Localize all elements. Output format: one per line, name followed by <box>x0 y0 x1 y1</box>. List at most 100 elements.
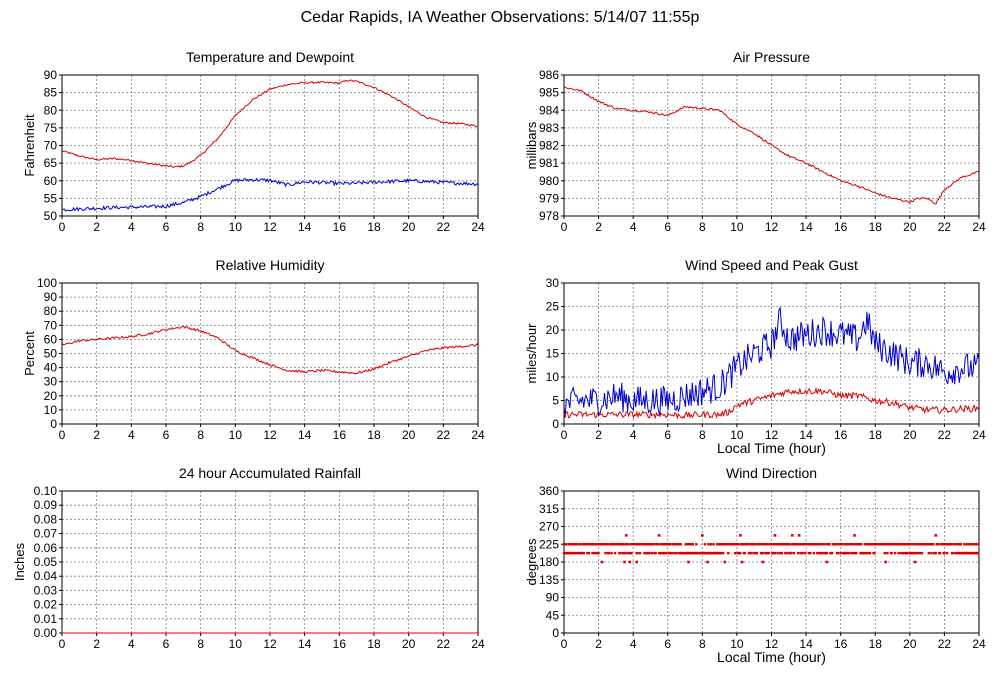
wind-xtick-label: 10 <box>730 428 744 442</box>
pressure-ytick-label: 982 <box>539 139 559 153</box>
direction-point <box>867 551 870 555</box>
direction-point <box>970 543 973 546</box>
direction-point <box>709 543 713 546</box>
direction-point <box>773 551 777 555</box>
direction-point <box>658 551 662 555</box>
pressure-ytick-label: 978 <box>539 209 559 223</box>
rain-xtick-label: 8 <box>197 637 204 651</box>
direction-point <box>638 551 642 555</box>
temp-xtick-label: 12 <box>263 220 277 234</box>
direction-point <box>862 551 866 555</box>
direction-point <box>901 551 905 555</box>
direction-point <box>973 543 976 546</box>
temp-xtick-label: 20 <box>402 220 416 234</box>
direction-ytick-label: 90 <box>546 591 560 605</box>
humidity-xtick-label: 16 <box>333 428 347 442</box>
rain-ytick-label: 0.10 <box>34 484 58 498</box>
rain-title: 24 hour Accumulated Rainfall <box>179 465 361 481</box>
direction-xtick-label: 16 <box>834 637 848 651</box>
direction-point <box>650 551 654 555</box>
direction-point <box>853 534 856 537</box>
direction-point <box>643 551 646 555</box>
temp-xtick-label: 16 <box>333 220 347 234</box>
direction-point <box>748 551 752 555</box>
direction-point <box>796 543 799 546</box>
rain-ytick-label: 0.01 <box>34 612 58 626</box>
direction-point <box>664 551 668 555</box>
temp-xtick-label: 8 <box>197 220 204 234</box>
wind-ytick-label: 25 <box>546 300 560 314</box>
direction-point <box>790 534 794 537</box>
wind-xtick-label: 22 <box>938 428 952 442</box>
direction-point <box>759 543 762 546</box>
direction-point <box>638 543 641 546</box>
wind-series-0-line <box>563 306 980 418</box>
humidity-ytick-label: 40 <box>44 361 58 375</box>
direction-point <box>600 560 604 564</box>
direction-point <box>916 543 919 546</box>
temp-ytick-label: 70 <box>44 139 58 153</box>
direction-point <box>899 551 903 555</box>
direction-point <box>800 543 803 546</box>
direction-point <box>746 543 750 546</box>
temp-ytick-label: 50 <box>44 209 58 223</box>
direction-point <box>707 543 710 546</box>
wind-xtick-label: 18 <box>869 428 883 442</box>
direction-point <box>610 551 613 555</box>
direction-point <box>644 543 648 546</box>
direction-point <box>944 543 948 546</box>
direction-point <box>903 551 906 555</box>
temp-ytick-label: 85 <box>44 86 58 100</box>
direction-point <box>938 551 942 555</box>
direction-point <box>691 543 695 546</box>
humidity-ytick-label: 20 <box>44 389 58 403</box>
humidity-ytick-label: 0 <box>50 417 57 431</box>
direction-point <box>976 551 980 555</box>
direction-point <box>904 543 907 546</box>
direction-point <box>845 543 848 546</box>
direction-point <box>915 551 918 555</box>
direction-point <box>913 560 917 564</box>
temp-xtick-label: 0 <box>59 220 66 234</box>
temp-xtick-label: 2 <box>93 220 100 234</box>
direction-point <box>975 543 978 546</box>
direction-point <box>823 543 826 546</box>
temp-ytick-label: 80 <box>44 103 58 117</box>
rain-xtick-label: 0 <box>59 637 66 651</box>
direction-point <box>579 543 582 546</box>
direction-ytick-label: 315 <box>539 502 559 516</box>
direction-point <box>701 534 704 537</box>
humidity-ytick-label: 70 <box>44 318 58 332</box>
direction-point <box>647 543 650 546</box>
direction-point <box>937 543 940 546</box>
direction-point <box>959 543 963 546</box>
direction-point <box>847 543 850 546</box>
direction-point <box>799 551 803 555</box>
wind-series-1-line <box>563 386 980 420</box>
pressure-xtick-label: 20 <box>903 220 917 234</box>
direction-point <box>821 543 824 546</box>
direction-point <box>574 551 578 555</box>
direction-xtick-label: 8 <box>699 637 706 651</box>
pressure-xtick-label: 6 <box>664 220 671 234</box>
direction-point <box>684 543 688 546</box>
direction-point <box>956 551 959 555</box>
pressure-ytick-label: 986 <box>539 68 559 82</box>
humidity-ytick-label: 100 <box>37 276 57 290</box>
direction-point <box>934 534 938 537</box>
pressure-ytick-label: 981 <box>539 156 559 170</box>
temp-ytick-label: 75 <box>44 121 58 135</box>
direction-point <box>607 551 611 555</box>
pressure-xtick-label: 12 <box>765 220 779 234</box>
temp-xtick-label: 10 <box>229 220 243 234</box>
direction-point <box>687 560 690 564</box>
direction-point <box>917 551 920 555</box>
direction-point <box>721 551 725 555</box>
temp-ytick-label: 90 <box>44 68 58 82</box>
direction-ytick-label: 180 <box>539 555 559 569</box>
direction-point <box>673 551 676 555</box>
direction-point <box>672 543 676 546</box>
direction-point <box>816 543 820 546</box>
